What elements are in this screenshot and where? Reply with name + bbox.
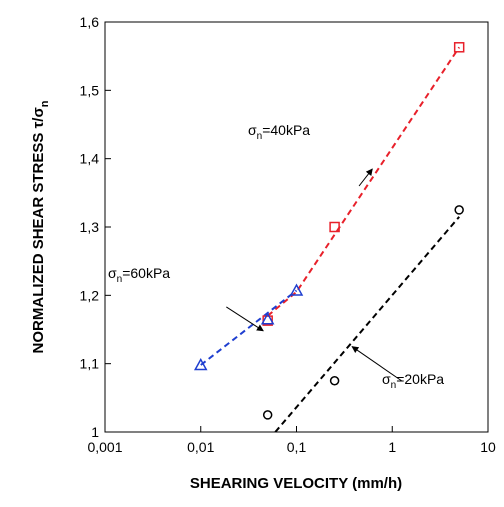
y-tick-label: 1,4 [80, 151, 100, 167]
data-point-triangle [260, 312, 275, 325]
annotation-arrow-a60 [226, 306, 264, 332]
x-tick-label: 0,1 [287, 439, 307, 455]
y-tick-label: 1,5 [80, 82, 100, 98]
x-axis-label: SHEARING VELOCITY (mm/h) [190, 475, 402, 492]
annotation-20kpa: σn=20kPa [382, 371, 444, 391]
y-axis-label-tau: τ/σ [30, 107, 47, 128]
data-point-circle [454, 205, 464, 215]
y-tick-label: 1,6 [80, 14, 100, 30]
annotation-arrow-a20 [351, 346, 402, 382]
y-tick-label: 1,2 [80, 287, 100, 303]
y-tick-label: 1 [91, 424, 99, 440]
annotation-60kpa: σn=60kPa [108, 265, 170, 285]
data-point-triangle [193, 357, 208, 371]
y-axis-label-main: NORMALIZED SHEAR STRESS [30, 128, 47, 353]
x-tick-label: 0,001 [87, 439, 122, 455]
fit-lines [200, 46, 461, 433]
data-markers [193, 42, 465, 420]
fit-line-square [267, 46, 461, 317]
data-point-circle [329, 376, 340, 386]
y-axis-label: NORMALIZED SHEAR STRESS τ/σn [30, 100, 51, 353]
y-tick-label: 1,1 [80, 356, 100, 372]
fit-line-triangle [200, 289, 298, 366]
x-tick-label: 0,01 [187, 439, 214, 455]
axis-ticks: 0,001 0,01 0,1 1 10 1 1,1 1,2 1,3 1,4 1,5 1,6 [80, 14, 496, 455]
x-tick-label: 10 [480, 439, 496, 455]
y-tick-label: 1,3 [80, 219, 100, 235]
data-point-triangle [289, 283, 304, 296]
x-tick-label: 1 [388, 439, 396, 455]
y-axis-label-sub: n [39, 100, 51, 107]
annotation-40kpa: σn=40kPa [248, 122, 310, 142]
annotation-arrow-a40 [358, 168, 373, 187]
data-point-square [453, 42, 465, 53]
fit-line-circle [274, 216, 460, 433]
data-point-square [329, 221, 340, 233]
data-point-circle [262, 410, 273, 420]
annotation-arrows [226, 168, 402, 382]
